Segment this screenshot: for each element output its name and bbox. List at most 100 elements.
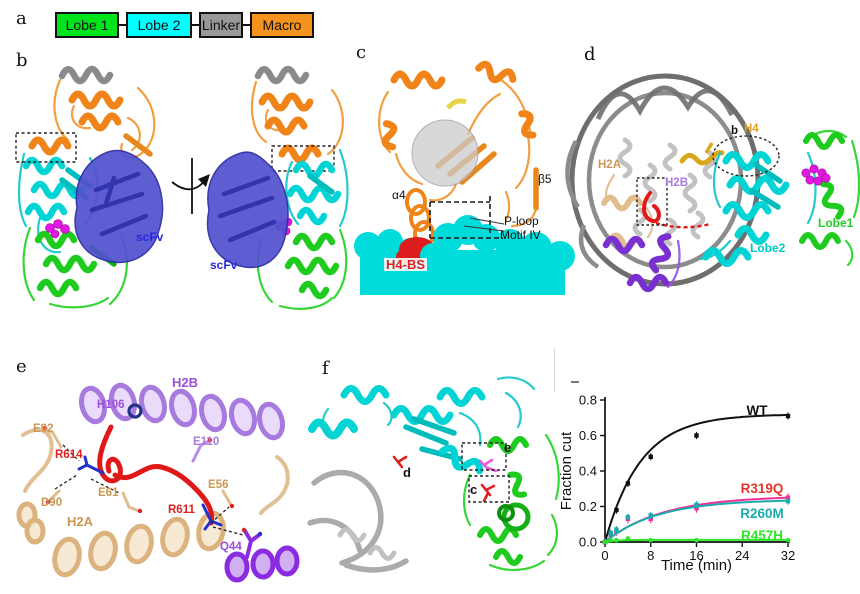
x-tick-label: 32 — [781, 548, 795, 563]
x-tick-label: 8 — [647, 548, 654, 563]
label-h4: H4 — [744, 123, 759, 135]
structure-left — [15, 65, 164, 309]
label-d90: D90 — [41, 497, 63, 509]
h2b-helix — [78, 382, 286, 441]
data-point — [785, 413, 791, 419]
rotation-symbol — [171, 158, 210, 214]
oxygen-tip — [45, 499, 51, 505]
q44-stick — [243, 529, 261, 559]
data-point — [614, 527, 619, 532]
domain-connector — [243, 24, 250, 26]
label-q44: Q44 — [220, 541, 242, 553]
data-point — [602, 539, 608, 545]
label-h2a: H2A — [598, 159, 622, 171]
label-lobe2: Lobe2 — [750, 241, 786, 255]
label-h2b-e: H2B — [172, 375, 199, 390]
label-h2a-e: H2A — [67, 514, 94, 529]
arginine-anchor-loop — [97, 424, 215, 526]
data-point — [625, 481, 631, 486]
histone-core-gray — [617, 137, 718, 247]
h4-gold-tail — [679, 142, 725, 166]
mutation-stick-c — [480, 483, 496, 503]
kinetics-chart: 0 8 16 24 32 0.0 0.2 0.4 0.6 0.8 WT R319Q R260M R457H… — [558, 381, 795, 574]
oxygen-tip — [241, 527, 247, 533]
label-h4-bs: H4-BS — [384, 257, 428, 272]
label-leader-lines — [463, 217, 505, 232]
panel-f-structure — [307, 376, 560, 573]
oxygen-tip — [207, 437, 213, 443]
h2b-lower-helix — [224, 545, 300, 583]
label-ref-e: e — [504, 440, 512, 455]
h4-cyan-surface — [354, 215, 575, 295]
oxygen-tip — [42, 425, 48, 431]
panel-d-structure — [565, 73, 860, 293]
inset-box-right — [271, 145, 335, 172]
e56-stick — [221, 489, 233, 507]
structure-right — [206, 65, 349, 310]
panel-c-structure — [354, 60, 575, 295]
curve-WT — [604, 414, 788, 543]
series-label-R260M: R260M — [740, 506, 784, 521]
panel-e-structure — [16, 382, 300, 583]
lobe1-green — [462, 433, 560, 571]
data-point — [694, 537, 699, 543]
scfv-surface-right — [206, 151, 289, 269]
x-tick-label: 16 — [689, 548, 703, 563]
data-point — [694, 502, 699, 507]
lobe1-green-ribbon — [799, 129, 860, 267]
scfv-surface-left — [74, 149, 164, 264]
y-tick-label: 0.6 — [579, 428, 597, 443]
label-e56: E56 — [208, 479, 229, 491]
data-point — [625, 536, 631, 541]
panel-e-letter: e — [16, 356, 27, 377]
data-point — [625, 514, 631, 520]
series-label-R319Q: R319Q — [741, 481, 784, 496]
series-label-WT: WT — [747, 403, 769, 418]
data-point — [608, 530, 613, 536]
label-e110: E110 — [193, 436, 220, 448]
label-e61: E61 — [98, 487, 119, 499]
h106-ring — [127, 403, 143, 419]
label-ref-d: d — [403, 465, 411, 480]
highlight-circle — [411, 119, 479, 187]
d90-stick — [47, 489, 61, 503]
panel-b-letter: b — [16, 50, 28, 71]
h2a-wheat-ribbons — [16, 427, 290, 578]
nitrogen-tip — [257, 531, 263, 537]
panel-c-letter: c — [356, 42, 367, 63]
x-tick-label: 0 — [601, 548, 608, 563]
x-tick-label: 24 — [735, 548, 749, 563]
label-r614: R614 — [55, 449, 83, 461]
label-beta5: β5 — [538, 172, 552, 186]
e110-stick — [191, 439, 211, 463]
domain-connector — [192, 24, 199, 26]
r614-stick — [77, 455, 105, 475]
data-point — [608, 537, 614, 543]
panel-a-letter: a — [16, 8, 27, 29]
label-p-loop: P-loop — [504, 214, 539, 228]
panel-f-letter: f — [322, 358, 329, 379]
data-point — [648, 454, 653, 459]
label-r611: R611 — [168, 504, 195, 516]
lobe2-cyan — [308, 376, 536, 475]
label-h106: H106 — [97, 399, 125, 411]
inset-ellipse-b — [712, 135, 780, 177]
domain-connector — [119, 24, 126, 26]
y-axis-title: Fraction cut — [558, 431, 575, 510]
magenta-spheres — [801, 164, 831, 186]
label-lobe1: Lobe1 — [818, 216, 854, 230]
oxygen-tip — [229, 503, 235, 509]
label-inset-b: b — [731, 125, 739, 137]
domain-macro: Macro — [250, 12, 314, 38]
x-axis-title: Time (min) — [661, 557, 732, 574]
y-tick-label: 0.2 — [579, 499, 597, 514]
yellow-strand — [446, 98, 467, 110]
label-h2b: H2B — [665, 177, 689, 189]
label-e92: E92 — [33, 423, 54, 435]
mutation-stick-d — [392, 455, 408, 469]
y-tick-label: 0.4 — [579, 464, 597, 479]
domain-lobe2: Lobe 2 — [126, 12, 192, 38]
inset-rect-e-ref — [461, 442, 507, 471]
hydrogen-bonds — [54, 444, 244, 536]
